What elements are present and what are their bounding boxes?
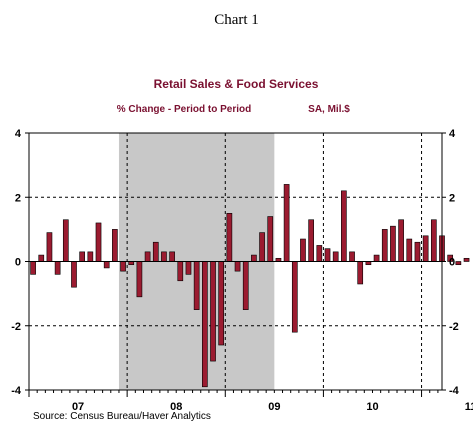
y-tick-label-left: 4 (15, 128, 22, 140)
bar (283, 184, 290, 262)
bar (357, 261, 364, 285)
bar (381, 229, 388, 262)
bar (62, 219, 69, 262)
bar (54, 261, 61, 275)
bar (201, 261, 208, 388)
bar (242, 261, 249, 310)
source-note: Source: Census Bureau/Haver Analytics (33, 411, 211, 422)
bar (234, 261, 241, 272)
page-title: Chart 1 (214, 12, 259, 28)
bar (112, 229, 118, 262)
x-tick-label: 07 (72, 401, 84, 413)
y-tick-label-right: 4 (449, 128, 456, 140)
bar (161, 251, 167, 262)
bar (300, 238, 306, 262)
bar (185, 261, 192, 275)
y-tick-label-right: 0 (449, 257, 455, 269)
bar (463, 257, 470, 262)
bar (46, 232, 53, 262)
y-tick-label-left: 0 (15, 257, 21, 269)
bar (136, 261, 143, 298)
bar (259, 232, 265, 262)
bar (430, 219, 437, 262)
chart-subtitle-left: % Change - Period to Period (117, 104, 251, 115)
bar (79, 251, 85, 262)
bar (87, 251, 94, 262)
bar (120, 261, 126, 272)
bar (316, 245, 323, 262)
bar (144, 251, 151, 262)
bar (332, 251, 339, 262)
bar (349, 251, 355, 262)
bar (414, 241, 421, 262)
bar (447, 254, 454, 262)
bar (103, 261, 110, 269)
bar (308, 219, 314, 262)
bar (267, 216, 274, 262)
bar (38, 254, 45, 262)
bar (390, 225, 396, 262)
bar (406, 238, 413, 262)
bar (422, 235, 429, 262)
bar (95, 222, 102, 262)
bar (152, 241, 159, 262)
x-tick-label: 08 (170, 401, 182, 413)
x-tick-label: 11 (465, 401, 473, 413)
chart-subtitle-right: SA, Mil.$ (308, 104, 350, 115)
y-tick-label-right: -4 (449, 385, 460, 397)
bar (169, 251, 175, 262)
bar (30, 261, 36, 275)
x-tick-label: 09 (268, 401, 280, 413)
y-tick-label-left: 2 (15, 192, 21, 204)
bar (218, 261, 225, 346)
y-tick-label-right: 2 (449, 192, 455, 204)
bar (71, 261, 77, 288)
chart-title: Retail Sales & Food Services (154, 77, 319, 91)
bar (291, 261, 298, 333)
bar (177, 261, 184, 282)
bar (324, 248, 331, 262)
y-tick-label-left: -2 (11, 321, 21, 333)
y-tick-label-left: -4 (11, 385, 22, 397)
x-tick-label: 10 (366, 401, 378, 413)
bar (251, 254, 257, 262)
bar (373, 254, 380, 262)
y-tick-label-right: -2 (449, 321, 459, 333)
bar (226, 213, 233, 262)
bar (398, 219, 404, 262)
bar (193, 261, 200, 310)
plot-area: -4 -4 -2 -2 0 0 2 2 4 4 07 08 09 10 11 (11, 128, 473, 413)
bar (341, 190, 347, 262)
bar (210, 261, 216, 362)
bar (455, 261, 462, 266)
